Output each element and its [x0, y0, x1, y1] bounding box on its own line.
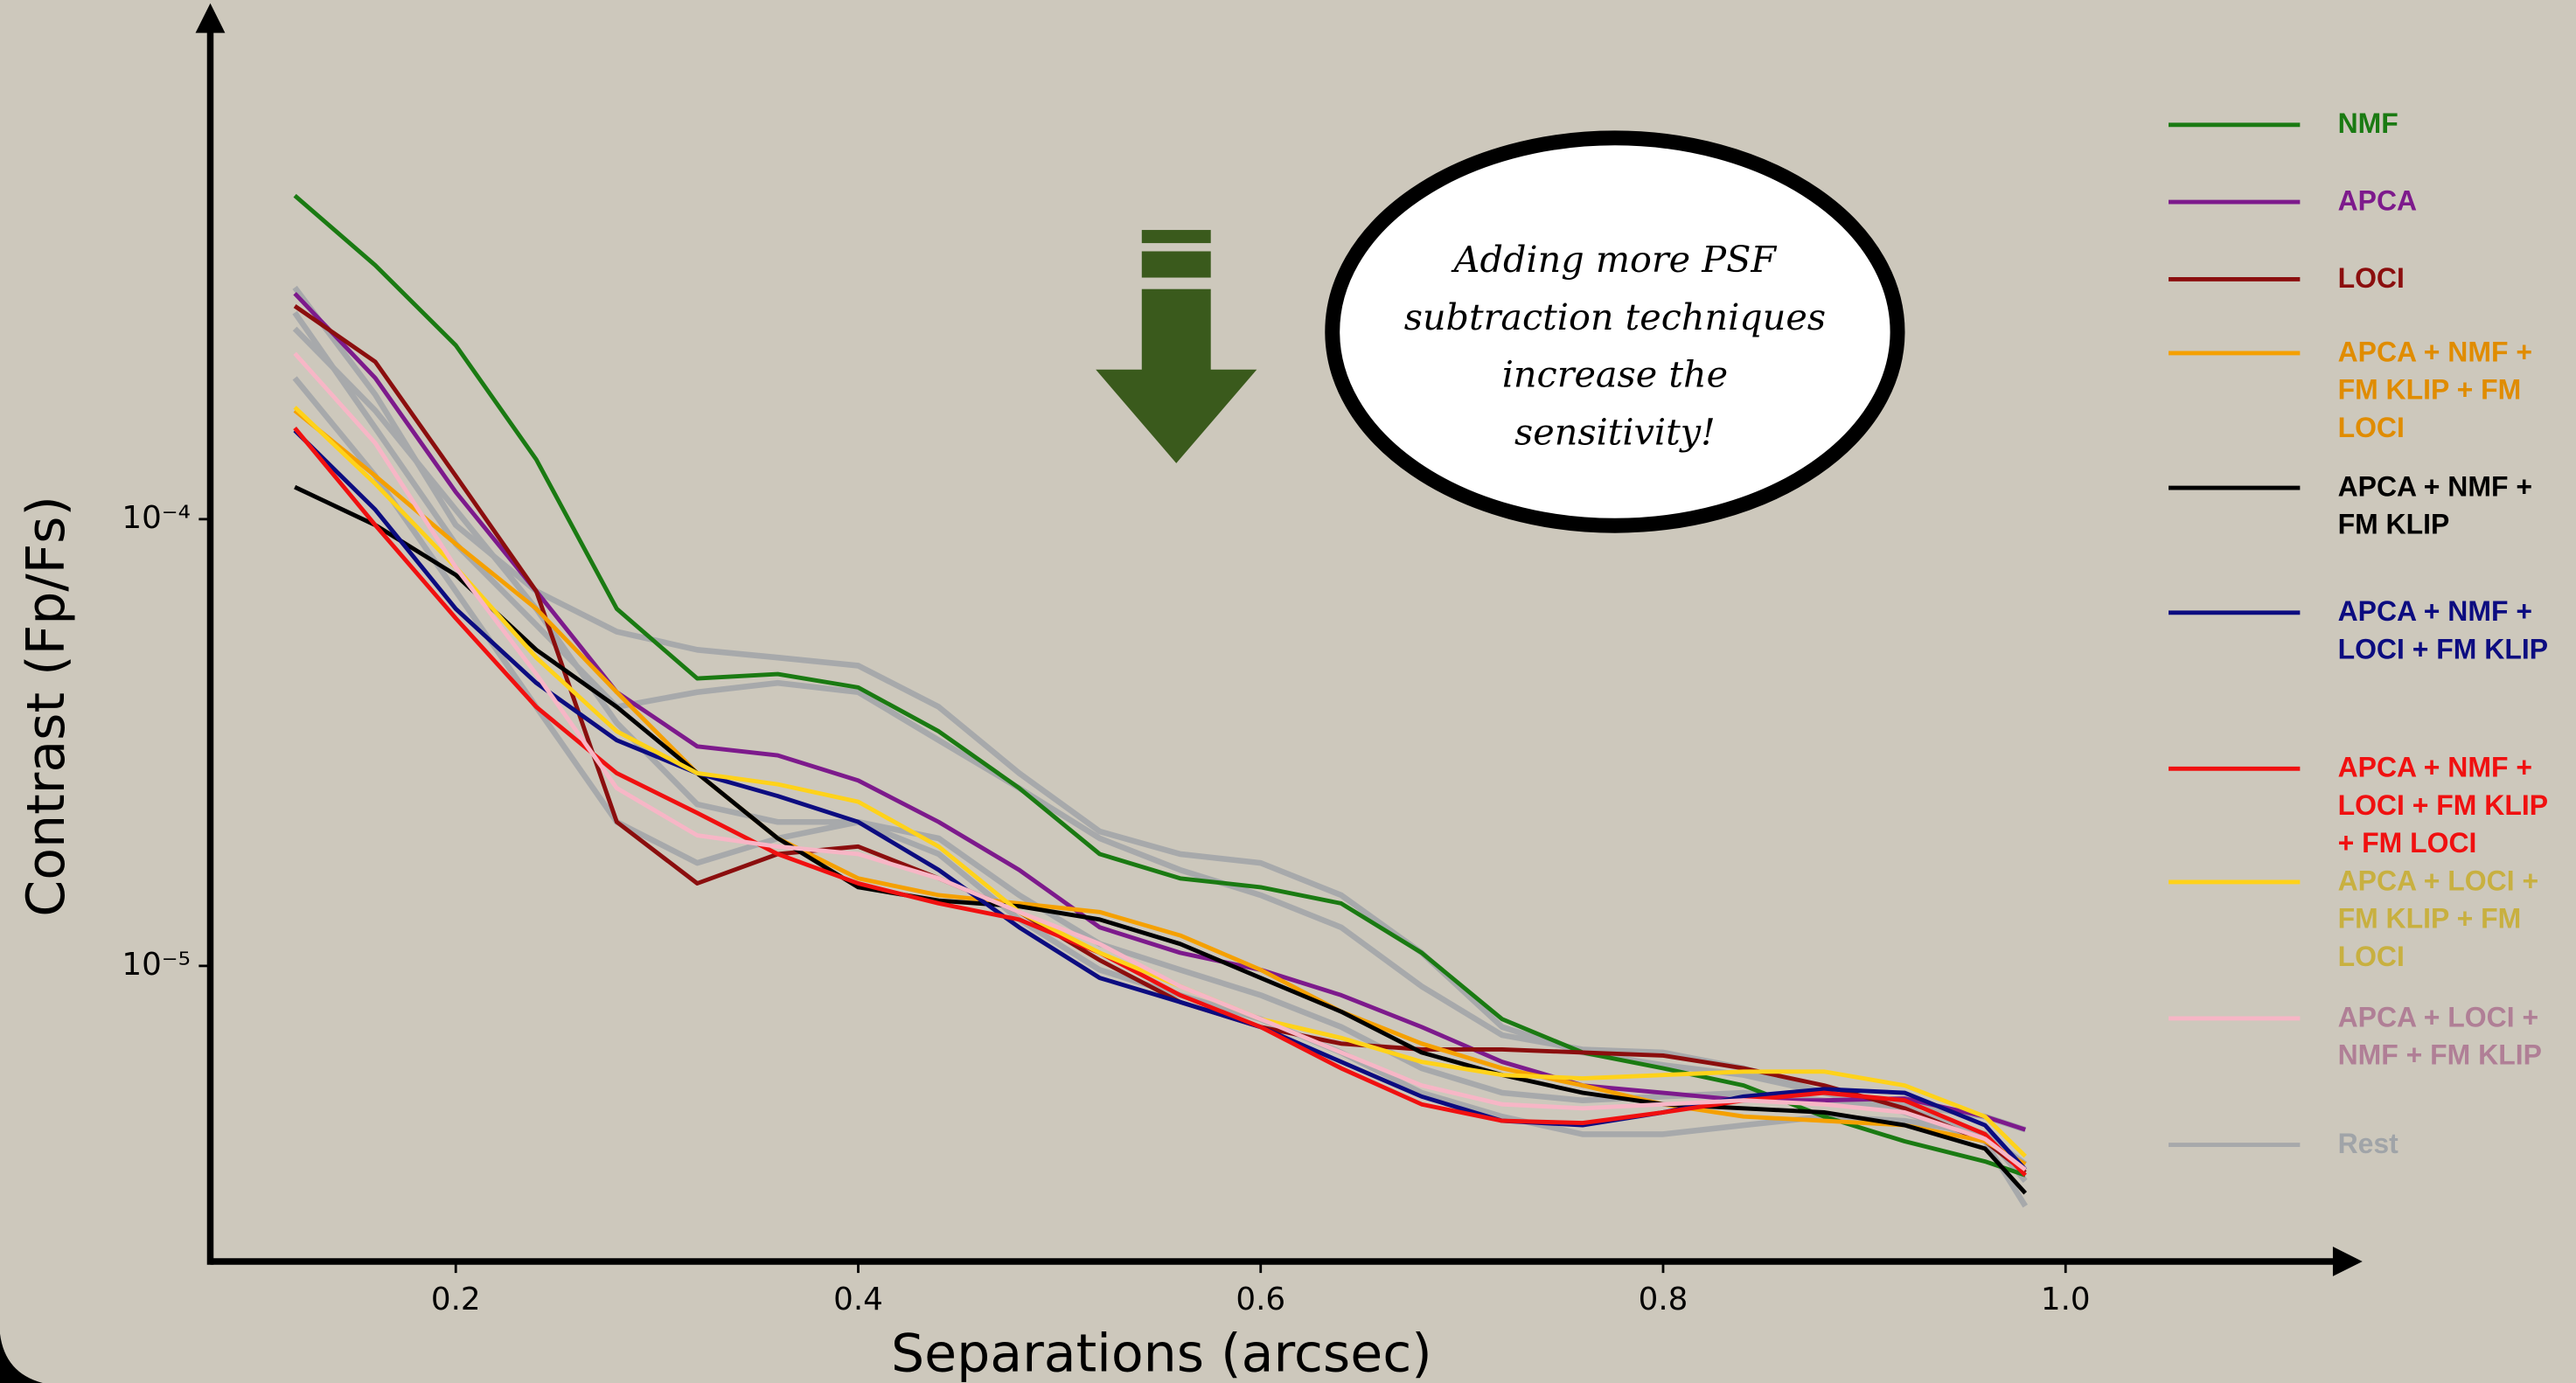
- background: [0, 0, 2576, 1383]
- arrow-bar: [1142, 251, 1211, 277]
- annotation-line: Adding more PSF: [1451, 239, 1778, 281]
- legend-label: APCA + LOCI + NMF + FM KLIP: [2338, 998, 2555, 1074]
- legend-entry: APCA + NMF + LOCI + FM KLIP: [2338, 593, 2576, 724]
- annotation-line: increase the: [1502, 354, 1728, 396]
- legend-entry: APCA + NMF + LOCI + FM KLIP + FM LOCI: [2338, 749, 2576, 880]
- y-axis-label: Contrast (Fp/Fs): [16, 496, 77, 917]
- x-tick-label: 1.0: [2041, 1282, 2091, 1317]
- annotation-line: subtraction techniques: [1404, 296, 1826, 338]
- legend-entry: APCA + LOCI + NMF + FM KLIP: [2338, 998, 2576, 1129]
- arrow-shaft: [1142, 289, 1211, 375]
- x-tick-label: 0.6: [1236, 1282, 1285, 1317]
- legend-label: NMF: [2338, 105, 2555, 142]
- legend-label: APCA: [2338, 183, 2555, 220]
- legend-entry: Rest: [2338, 1125, 2576, 1256]
- y-tick-label: 10⁻⁵: [122, 947, 191, 983]
- legend-label: LOCI: [2338, 260, 2555, 297]
- legend-label: Rest: [2338, 1125, 2555, 1163]
- y-tick-label: 10⁻⁴: [122, 500, 191, 536]
- legend-label: APCA + LOCI + FM KLIP + FM LOCI: [2338, 862, 2555, 976]
- legend-label: APCA + NMF + LOCI + FM KLIP: [2338, 593, 2555, 668]
- legend-entry: APCA + LOCI + FM KLIP + FM LOCI: [2338, 862, 2576, 993]
- x-tick-label: 0.2: [431, 1282, 481, 1317]
- x-tick-label: 0.4: [833, 1282, 883, 1317]
- legend-label: APCA + NMF + FM KLIP: [2338, 468, 2555, 543]
- x-tick-label: 0.8: [1639, 1282, 1688, 1317]
- chart: Separations (arcsec) Contrast (Fp/Fs) Ad…: [0, 0, 2576, 1383]
- arrow-bar: [1142, 230, 1211, 243]
- legend-label: APCA + NMF + FM KLIP + FM LOCI: [2338, 333, 2555, 447]
- legend-entry: APCA + NMF + FM KLIP + FM LOCI: [2338, 333, 2576, 464]
- annotation-line: sensitivity!: [1514, 411, 1716, 453]
- legend-entry: APCA + NMF + FM KLIP: [2338, 468, 2576, 599]
- legend-label: APCA + NMF + LOCI + FM KLIP + FM LOCI: [2338, 749, 2555, 863]
- x-axis-label: Separations (arcsec): [891, 1324, 1432, 1383]
